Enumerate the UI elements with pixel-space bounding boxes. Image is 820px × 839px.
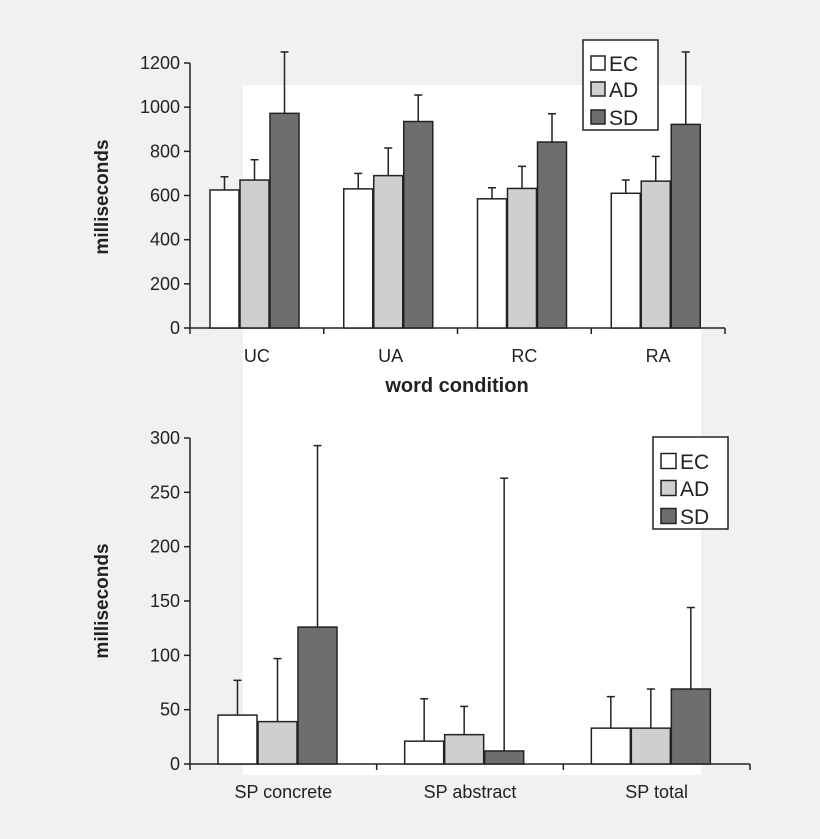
y-tick-label: 1200 bbox=[140, 53, 180, 73]
bar-ec bbox=[590, 727, 632, 765]
bar-ec bbox=[217, 714, 258, 765]
bar-sd bbox=[269, 112, 300, 329]
x-tick-label: UC bbox=[244, 346, 270, 366]
y-tick-label: 300 bbox=[150, 428, 180, 448]
y-axis-label: milliseconds bbox=[92, 139, 113, 254]
x-axis-label: word condition bbox=[384, 375, 528, 397]
bar-ec bbox=[610, 192, 641, 329]
y-tick-label: 50 bbox=[160, 700, 180, 720]
bar-sd bbox=[483, 750, 525, 765]
y-tick-label: 200 bbox=[150, 274, 180, 294]
x-tick-label: SP abstract bbox=[424, 782, 517, 802]
y-tick-label: 100 bbox=[150, 645, 180, 665]
legend-swatch-ad bbox=[590, 81, 606, 97]
legend-label-ec: EC bbox=[609, 53, 638, 76]
bar-ad bbox=[239, 179, 270, 329]
x-tick-label: SP concrete bbox=[234, 782, 332, 802]
chart-word-condition: 0 200 400 600 800 1000 1200 UC UA RC RA millisecond… bbox=[92, 39, 726, 397]
y-tick-label: 250 bbox=[150, 482, 180, 502]
bar-ad bbox=[640, 180, 671, 329]
y-tick-label: 200 bbox=[150, 537, 180, 557]
legend-label-sd: SD bbox=[609, 107, 638, 130]
y-axis-label: milliseconds bbox=[92, 543, 113, 658]
y-tick-label: 800 bbox=[150, 141, 180, 161]
legend-swatch-ad bbox=[660, 479, 677, 497]
bar-sd bbox=[403, 120, 434, 329]
bar-ec bbox=[343, 188, 374, 329]
bar-sd bbox=[297, 626, 338, 765]
x-tick-label: UA bbox=[378, 346, 403, 366]
y-tick-label: 0 bbox=[170, 754, 180, 774]
legend-swatch-ec bbox=[660, 452, 677, 470]
legend-label-sd: SD bbox=[680, 506, 709, 529]
bar-ad bbox=[506, 187, 538, 329]
legend-label-ad: AD bbox=[680, 478, 709, 501]
bar-ad bbox=[373, 174, 404, 329]
legend-label-ec: EC bbox=[680, 451, 709, 474]
bar-sd bbox=[670, 123, 701, 329]
legend-label-ad: AD bbox=[609, 79, 638, 102]
bar-ad bbox=[443, 733, 485, 765]
chart-sp: 0 50 100 150 200 250 300 SP concrete SP abstract… bbox=[92, 428, 751, 802]
x-tick-label: SP total bbox=[625, 782, 688, 802]
y-tick-label: 400 bbox=[150, 230, 180, 250]
bar-ec bbox=[209, 189, 240, 329]
legend-swatch-sd bbox=[660, 507, 677, 525]
bar-ec bbox=[476, 198, 508, 329]
bar-ad bbox=[257, 720, 298, 765]
legend-swatch-ec bbox=[590, 55, 606, 71]
y-tick-label: 1000 bbox=[140, 97, 180, 117]
bar-sd bbox=[536, 141, 568, 329]
y-tick-label: 150 bbox=[150, 591, 180, 611]
x-tick-label: RA bbox=[646, 346, 671, 366]
legend-swatch-sd bbox=[590, 109, 606, 125]
y-tick-label: 0 bbox=[170, 318, 180, 338]
bar-ad bbox=[630, 727, 672, 765]
x-tick-label: RC bbox=[511, 346, 537, 366]
y-tick-label: 600 bbox=[150, 186, 180, 206]
bar-sd bbox=[670, 688, 712, 765]
bar-ec bbox=[403, 740, 445, 765]
